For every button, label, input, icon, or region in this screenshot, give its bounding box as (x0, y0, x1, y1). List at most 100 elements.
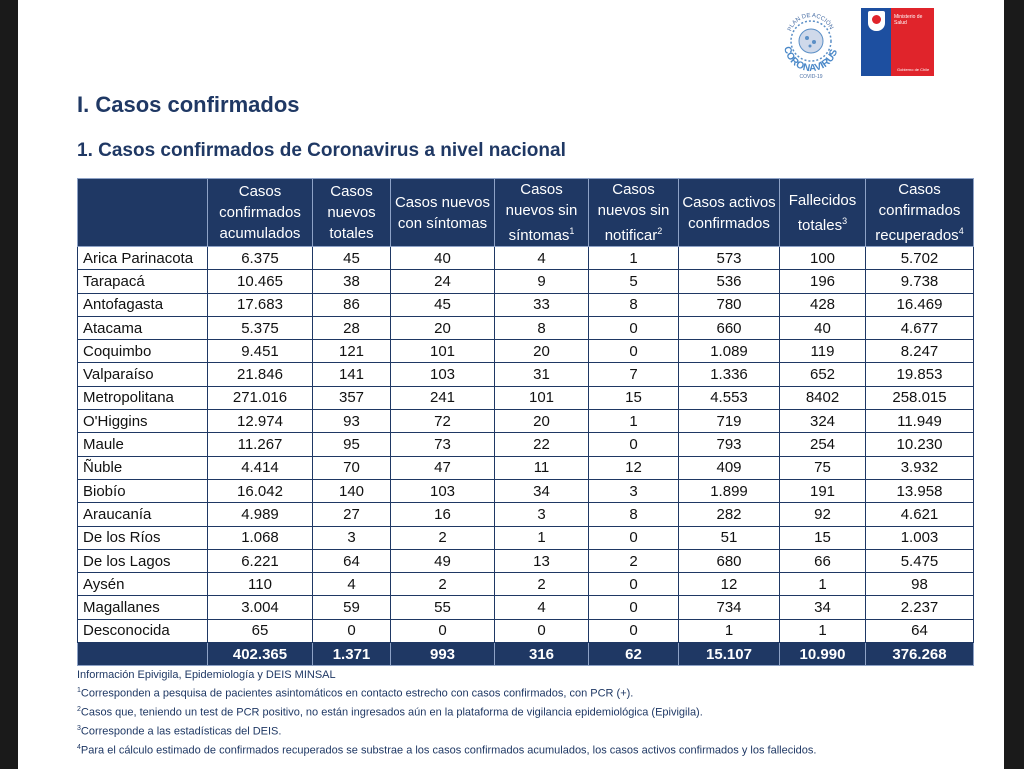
table-cell: 573 (678, 245, 780, 271)
table-cell: 66 (779, 548, 866, 574)
ministry-name: Ministerio de Salud (894, 14, 923, 26)
table-cell: 64 (312, 548, 391, 574)
table-cell: 4.621 (865, 502, 974, 527)
table-cell: 16.469 (865, 292, 974, 317)
total-cell: 1.371 (312, 642, 391, 667)
table-cell: 2 (390, 525, 495, 550)
table-cell: 241 (390, 385, 495, 411)
coronavirus-plan-logo: PLAN DE ACCIÓN CORONAVIRUS COVID-19 (781, 13, 840, 80)
table-header-row: Casos confirmados acumulados Casos nuevos… (77, 178, 974, 247)
table-cell: 0 (588, 432, 679, 457)
table-cell: 2.237 (865, 595, 974, 620)
region-name: Araucanía (77, 502, 208, 527)
table-cell: 13 (494, 548, 589, 574)
table-cell: 780 (678, 292, 780, 317)
table-cell: 8 (588, 292, 679, 317)
footnote: 3Corresponde a las estadísticas del DEIS… (77, 721, 977, 740)
table-cell: 11.949 (865, 409, 974, 434)
table-cell: 101 (494, 385, 589, 411)
table-cell: 0 (494, 618, 589, 644)
total-cell: 376.268 (865, 642, 974, 667)
table-cell: 1 (779, 618, 866, 644)
table-cell: 3.932 (865, 455, 974, 480)
table-cell: 12 (588, 455, 679, 480)
table-cell: 93 (312, 409, 391, 434)
column-header-label: Casos nuevos con síntomas (394, 193, 491, 232)
region-name: De los Lagos (77, 548, 208, 574)
table-cell: 33 (494, 292, 589, 317)
footnote: 2Casos que, teniendo un test de PCR posi… (77, 702, 977, 721)
table-cell: 95 (312, 432, 391, 457)
table-cell: 6.221 (207, 548, 313, 574)
table-cell: 271.016 (207, 385, 313, 411)
table-cell: 73 (390, 432, 495, 457)
region-name: Atacama (77, 315, 208, 341)
table-cell: 0 (588, 572, 679, 597)
table-cell: 4.553 (678, 385, 780, 411)
table-cell: 16 (390, 502, 495, 527)
table-cell: 51 (678, 525, 780, 550)
column-header-label: Casos activos confirmados (682, 193, 776, 232)
region-name: Ñuble (77, 455, 208, 480)
table-cell: 9.738 (865, 269, 974, 294)
table-cell: 5 (588, 269, 679, 294)
table-cell: 16.042 (207, 478, 313, 504)
table-cell: 15 (588, 385, 679, 411)
table-cell: 191 (779, 478, 866, 504)
table-cell: 0 (390, 618, 495, 644)
table-cell: 1 (678, 618, 780, 644)
table-cell: 11.267 (207, 432, 313, 457)
table-cell: 0 (588, 525, 679, 550)
government-name: Gobierno de Chile (897, 67, 930, 72)
footnote-marker: 3 (842, 215, 848, 226)
table-cell: 17.683 (207, 292, 313, 317)
table-cell: 1 (588, 409, 679, 434)
region-name: O'Higgins (77, 409, 208, 434)
table-cell: 92 (779, 502, 866, 527)
table-cell: 64 (865, 618, 974, 644)
total-cell: 993 (390, 642, 495, 667)
table-row: Coquimbo 9.451 121 101 20 0 1.089 119 8.247 (77, 339, 974, 364)
region-name: Metropolitana (77, 385, 208, 411)
table-cell: 98 (865, 572, 974, 597)
table-cell: 1 (494, 525, 589, 550)
table-cell: 0 (588, 315, 679, 341)
table-row: O'Higgins 12.974 93 72 20 1 719 324 11.949 (77, 409, 974, 434)
table-cell: 5.475 (865, 548, 974, 574)
logo-red-panel (891, 8, 934, 76)
table-row: De los Ríos 1.068 3 2 1 0 51 15 1.003 (77, 525, 974, 550)
table-cell: 2 (588, 548, 679, 574)
table-cell: 4 (494, 245, 589, 271)
table-cell: 254 (779, 432, 866, 457)
table-row: Maule 11.267 95 73 22 0 793 254 10.230 (77, 432, 974, 457)
table-cell: 4.989 (207, 502, 313, 527)
table-cell: 4.677 (865, 315, 974, 341)
table-cell: 4.414 (207, 455, 313, 480)
table-cell: 9.451 (207, 339, 313, 364)
table-cell: 1.003 (865, 525, 974, 550)
table-row: Valparaíso 21.846 141 103 31 7 1.336 652 19.853 (77, 362, 974, 387)
table-cell: 0 (588, 339, 679, 364)
table-row: Magallanes 3.004 59 55 4 0 734 34 2.237 (77, 595, 974, 620)
footnote: 1Corresponden a pesquisa de pacientes as… (77, 683, 977, 702)
table-cell: 1 (588, 245, 679, 271)
footnote-number: 2 (77, 706, 81, 714)
table-cell: 10.465 (207, 269, 313, 294)
region-name: De los Ríos (77, 525, 208, 550)
table-cell: 140 (312, 478, 391, 504)
table-cell: 2 (494, 572, 589, 597)
column-header-label: Casos confirmados recuperados (875, 181, 961, 244)
table-cell: 1.089 (678, 339, 780, 364)
column-header: Casos nuevos sin notificar2 (588, 178, 679, 247)
table-cell: 3 (588, 478, 679, 504)
table-cell: 12 (678, 572, 780, 597)
table-row: Araucanía 4.989 27 16 3 8 282 92 4.621 (77, 502, 974, 527)
footnote-number: 3 (77, 724, 81, 732)
total-cell: 62 (588, 642, 679, 667)
footnote-marker: 4 (958, 226, 964, 236)
table-row: Tarapacá 10.465 38 24 9 5 536 196 9.738 (77, 269, 974, 294)
table-row: Antofagasta 17.683 86 45 33 8 780 428 16.469 (77, 292, 974, 317)
table-cell: 45 (312, 245, 391, 271)
table-cell: 49 (390, 548, 495, 574)
table-cell: 536 (678, 269, 780, 294)
